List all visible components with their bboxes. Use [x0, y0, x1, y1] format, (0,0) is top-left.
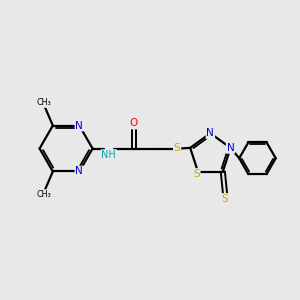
Text: S: S: [222, 194, 229, 204]
Text: N: N: [226, 143, 234, 153]
Text: N: N: [206, 128, 214, 138]
Text: NH: NH: [101, 150, 116, 160]
Text: S: S: [193, 169, 200, 179]
Text: N: N: [76, 121, 83, 130]
Text: CH₃: CH₃: [37, 98, 51, 107]
Text: O: O: [130, 118, 138, 128]
Text: CH₃: CH₃: [37, 190, 51, 199]
Text: S: S: [174, 143, 180, 153]
Text: N: N: [76, 167, 83, 176]
